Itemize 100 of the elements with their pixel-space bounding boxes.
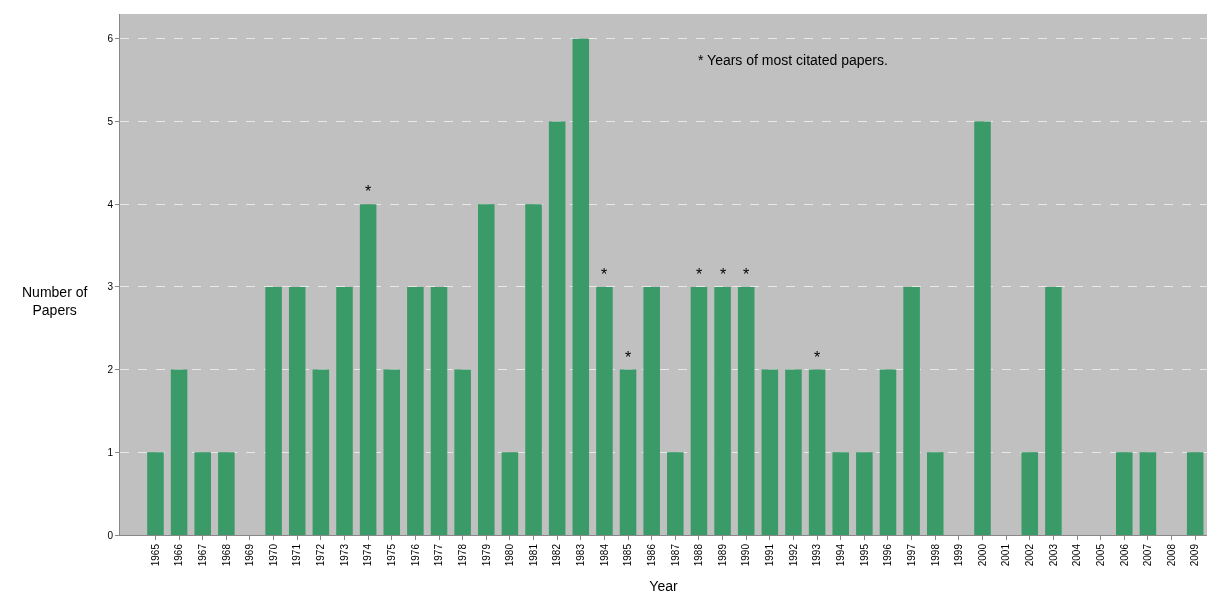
x-tick-label: 2004: [1071, 543, 1083, 567]
bar: [667, 452, 684, 535]
bar: [454, 369, 471, 535]
x-tick-label: 1970: [267, 543, 279, 567]
bar: [1116, 452, 1133, 535]
x-tick-label: 2003: [1047, 543, 1059, 567]
x-tick-label: 1975: [386, 543, 397, 567]
x-tick-label: 1985: [622, 543, 634, 567]
bar: [879, 369, 897, 535]
bar: [147, 452, 164, 535]
x-tick-label: 2001: [1000, 543, 1012, 567]
annotation: *: [365, 183, 372, 200]
x-tick-label: 1972: [315, 543, 327, 567]
x-tick-label: 1999: [953, 543, 965, 567]
bar: [761, 369, 779, 535]
bar: [1021, 452, 1039, 535]
x-tick-label: 1982: [551, 543, 563, 567]
x-tick-label: 2008: [1165, 543, 1177, 567]
bar: [478, 204, 495, 535]
x-tick-label: 1983: [575, 543, 587, 567]
y-axis-title: Number of Papers: [22, 284, 88, 319]
bar: [1139, 452, 1157, 535]
bar: [525, 204, 542, 535]
x-tick-label: 1980: [504, 543, 516, 567]
bar: [808, 369, 826, 535]
x-tick-label: 1984: [598, 543, 610, 567]
x-tick-label: 1965: [149, 543, 161, 567]
x-tick-label: 1969: [244, 543, 256, 567]
x-tick-label: 1996: [882, 543, 894, 567]
bar: [359, 204, 377, 535]
bar: [974, 121, 991, 535]
bar: [690, 286, 708, 535]
y-tick-label: 6: [107, 33, 114, 45]
y-tick-label: 1: [107, 446, 114, 458]
bar: [288, 286, 306, 535]
x-tick-label: 1968: [220, 543, 232, 567]
bar: [336, 286, 353, 535]
x-tick-label: 1997: [905, 543, 917, 567]
bar: [785, 369, 802, 535]
bar: [265, 286, 282, 535]
annotation: *: [814, 349, 821, 366]
x-tick-label: 1967: [196, 543, 208, 567]
bar: [926, 452, 944, 535]
annotation: *: [601, 266, 608, 283]
annotation: *: [696, 266, 703, 283]
bar: [643, 286, 660, 535]
bar: [572, 38, 590, 535]
x-axis-title: Year: [649, 577, 678, 594]
bar: [596, 286, 613, 535]
x-tick-label: 1971: [291, 543, 303, 567]
bar: [548, 121, 566, 535]
bar: [218, 452, 235, 535]
x-tick-label: 1986: [645, 543, 657, 567]
x-tick-label: 1978: [456, 543, 468, 567]
x-tick-label: 1981: [527, 543, 539, 567]
x-tick-label: 2006: [1118, 543, 1130, 567]
y-tick-label: 0: [107, 529, 114, 541]
bar: [1045, 286, 1062, 535]
bar: [856, 452, 873, 535]
annotation: *: [743, 266, 750, 283]
x-tick-label: 1989: [716, 543, 728, 567]
y-tick-label: 4: [107, 198, 114, 210]
y-tick-label: 2: [107, 364, 114, 376]
x-tick-label: 2000: [976, 543, 988, 567]
annotation: *: [625, 349, 632, 366]
x-tick-label: 1987: [669, 543, 681, 567]
bar: [832, 452, 849, 535]
x-tick-label: 1979: [480, 543, 492, 567]
bar: [737, 286, 755, 535]
x-tick-label: 2007: [1142, 543, 1154, 567]
x-tick-label: 1998: [929, 543, 941, 567]
x-tick-label: 1992: [787, 543, 799, 567]
x-tick-label: 2002: [1024, 543, 1036, 567]
x-tick-label: 1976: [409, 543, 421, 567]
x-tick-label: 1993: [811, 543, 823, 567]
x-tick-label: 1973: [338, 543, 350, 567]
bar: [194, 452, 211, 535]
annotation: * Years of most citated papers.: [698, 52, 888, 68]
bar: [1186, 452, 1204, 535]
bar: [407, 286, 424, 535]
x-tick-label: 1994: [834, 543, 846, 567]
x-tick-label: 1974: [362, 543, 374, 567]
x-tick-label: 1966: [173, 543, 185, 567]
bar: [312, 369, 330, 535]
bar: [170, 369, 188, 535]
bar: [714, 286, 731, 535]
bar: [430, 286, 448, 535]
annotation: *: [720, 266, 727, 283]
x-tick-label: 1995: [858, 543, 870, 567]
bar: [383, 369, 401, 535]
y-tick-label: 5: [107, 116, 114, 128]
x-tick-label: 2005: [1094, 543, 1106, 567]
bar: [619, 369, 637, 535]
bar: [903, 286, 920, 535]
x-tick-label: 1991: [764, 543, 776, 567]
x-tick-label: 1990: [740, 543, 752, 567]
x-tick-label: 2009: [1189, 543, 1201, 567]
x-tick-label: 1977: [433, 543, 445, 567]
y-tick-label: 3: [107, 281, 114, 293]
bar: [501, 452, 519, 535]
